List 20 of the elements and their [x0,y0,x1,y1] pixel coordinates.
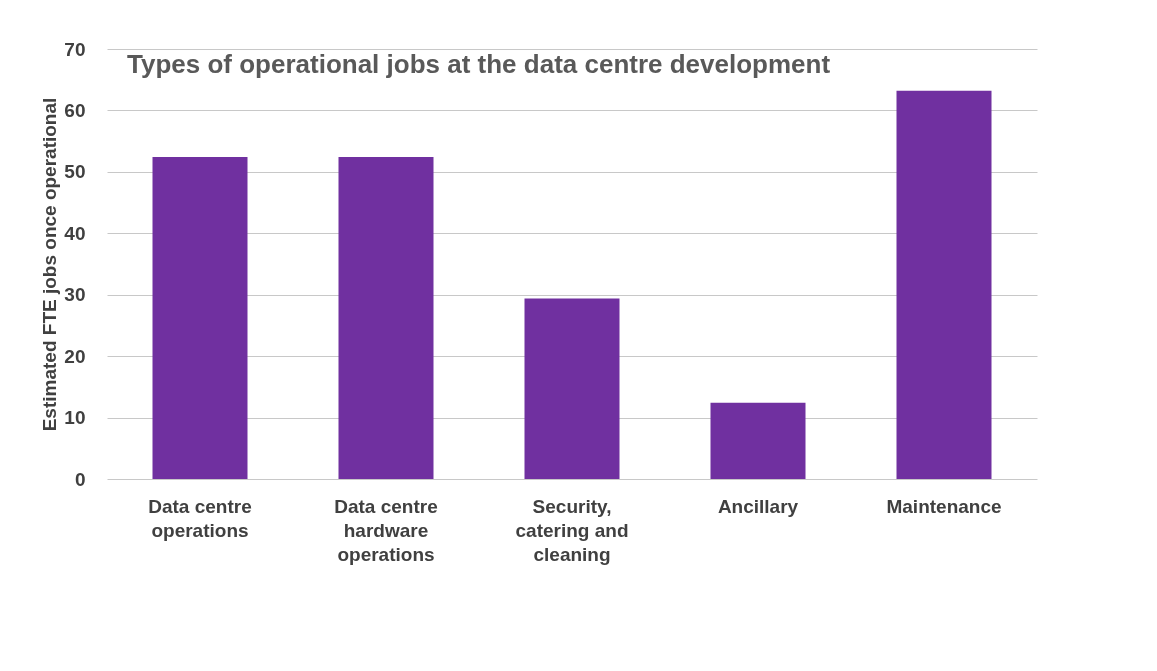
x-tick-label: Security, catering and cleaning [515,495,629,565]
y-tick-label: 40 [64,222,86,244]
y-tick-label: 60 [64,99,86,121]
bar [896,90,992,479]
y-axis-title: Estimated FTE jobs once operational [39,97,61,432]
x-tick-label: Data centre hardware operations [334,495,438,565]
y-tick-label: 10 [64,407,86,429]
x-tick-label: Data centre operations [148,495,252,541]
y-tick-label: 50 [64,161,86,183]
x-tick-label: Maintenance [886,495,1002,517]
bar [338,157,434,479]
x-tick-label: Ancillary [717,495,799,517]
y-tick-label: 70 [64,38,86,60]
bar [524,298,620,479]
y-tick-label: 20 [64,345,86,367]
chart-title: Types of operational jobs at the data centre development [127,49,831,79]
y-tick-label: 30 [64,284,86,306]
bar [152,157,248,479]
y-tick-label: 0 [74,468,86,490]
bar [710,402,806,479]
